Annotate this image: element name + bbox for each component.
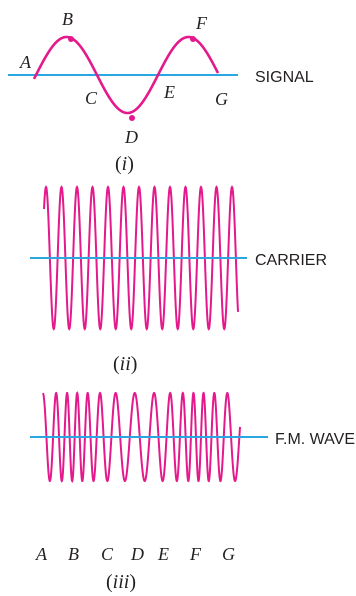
- fm-point-a: A: [35, 544, 48, 564]
- fm-point-b: B: [68, 544, 79, 564]
- caption-ii-open: (: [113, 353, 120, 375]
- signal-point-e: E: [163, 82, 175, 102]
- fm-point-e: E: [157, 544, 169, 564]
- caption-iii-open: (: [106, 571, 113, 593]
- fm-label: F.M. WAVE: [275, 431, 355, 448]
- point-d-dot: [129, 115, 135, 121]
- fm-point-g: G: [222, 544, 235, 564]
- point-f-dot: [190, 36, 196, 42]
- signal-point-d: D: [124, 127, 138, 147]
- caption-i-open: (: [115, 153, 122, 175]
- carrier-label: CARRIER: [255, 252, 327, 269]
- caption-ii-roman: ii: [120, 353, 131, 375]
- signal-wave: [32, 35, 220, 115]
- caption-iii: (iii): [106, 571, 136, 593]
- caption-ii: (ii): [113, 353, 137, 375]
- caption-i-roman: i: [122, 153, 128, 175]
- caption-iii-close: ): [129, 571, 136, 593]
- signal-label: SIGNAL: [255, 69, 314, 86]
- signal-point-b: B: [62, 9, 73, 29]
- panel-fm-wave: F.M. WAVE A B C D E F G (iii): [30, 391, 355, 593]
- signal-point-a: A: [19, 52, 32, 72]
- fm-point-c: C: [101, 544, 114, 564]
- carrier-wave: [43, 185, 239, 331]
- panel-carrier: CARRIER (ii): [30, 185, 327, 375]
- point-b-dot: [68, 36, 74, 42]
- caption-iii-roman: iii: [113, 571, 130, 593]
- caption-i: (i): [115, 153, 134, 175]
- signal-point-g: G: [215, 89, 228, 109]
- panel-signal: A B C D E F G SIGNAL (i): [8, 9, 314, 175]
- fm-wave: [42, 391, 241, 483]
- caption-ii-close: ): [131, 353, 138, 375]
- caption-i-close: ): [127, 153, 134, 175]
- signal-point-f: F: [195, 13, 208, 33]
- signal-point-c: C: [85, 88, 98, 108]
- fm-point-d: D: [130, 544, 144, 564]
- fm-point-f: F: [189, 544, 202, 564]
